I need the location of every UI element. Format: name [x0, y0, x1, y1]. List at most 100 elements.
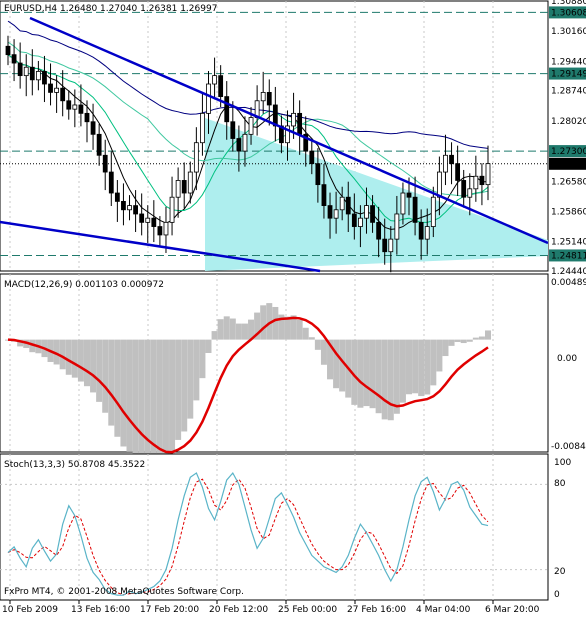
- candle-body: [90, 121, 96, 135]
- candle-body: [218, 75, 224, 97]
- macd-bar: [132, 339, 139, 457]
- macd-bar: [412, 339, 419, 394]
- macd-bar: [320, 339, 327, 365]
- macd-bar: [96, 339, 103, 402]
- candle-body: [358, 217, 363, 227]
- candle-body: [467, 188, 473, 198]
- candle-body: [96, 133, 102, 156]
- macd-bar: [260, 305, 267, 340]
- macd-bar: [223, 316, 230, 340]
- macd-bar: [162, 339, 169, 464]
- price-tag-bg: [549, 157, 586, 170]
- candle-body: [260, 91, 266, 102]
- macd-bar: [381, 339, 388, 420]
- stoch-panel-frame: [0, 453, 549, 601]
- macd-panel: MACD(12,26,9) 0.001103 0.000972 0.00489 0…: [0, 273, 586, 467]
- macd-bar: [90, 339, 97, 393]
- stoch-panel: Stoch(13,3,3) 50.8708 45.3522 100 80 20 …: [0, 453, 571, 601]
- price-axis-label: 1.26580: [551, 177, 586, 187]
- price-tag-bg: [549, 249, 586, 262]
- candle-body: [376, 221, 382, 240]
- macd-bar: [126, 339, 133, 452]
- candle-body: [29, 66, 35, 81]
- channel-line: [29, 16, 549, 245]
- candle-body: [430, 196, 436, 227]
- candle-body: [139, 213, 145, 223]
- candle-body: [485, 163, 491, 186]
- stoch-label-20: 20: [554, 567, 566, 577]
- macd-bar: [448, 339, 455, 346]
- price-axis-label: 1.28740: [551, 87, 586, 97]
- candle-body: [5, 45, 11, 56]
- candle-body: [169, 196, 175, 223]
- candle-body: [266, 91, 272, 106]
- price-tag-bg: [549, 6, 586, 19]
- price-axis-label: 1.30160: [551, 27, 586, 37]
- macd-bar: [229, 318, 236, 340]
- candle-body: [206, 83, 211, 114]
- candle-body: [11, 54, 17, 64]
- price-axis-label: 1.25860: [551, 207, 586, 217]
- candle-body: [321, 184, 327, 206]
- macd-bar: [156, 339, 163, 467]
- macd-bar: [284, 316, 291, 340]
- time-axis-label: 6 Mar 20:00: [485, 605, 540, 615]
- macd-bar: [296, 319, 303, 340]
- candle-body: [151, 217, 157, 227]
- candle-body: [315, 163, 321, 186]
- macd-label-zero: 0.00: [557, 354, 577, 364]
- macd-bar: [71, 339, 78, 378]
- macd-bar: [53, 339, 60, 365]
- channel-lines: [0, 16, 549, 273]
- candle-body: [224, 96, 230, 123]
- macd-bar: [418, 339, 425, 397]
- macd-bar: [339, 339, 346, 392]
- moving-average-line: [7, 41, 489, 197]
- macd-bar: [369, 339, 376, 409]
- candle-body: [157, 226, 163, 236]
- macd-header: MACD(12,26,9) 0.001103 0.000972: [4, 280, 164, 290]
- price-header: EURUSD,H4 1.26480 1.27040 1.26381 1.2699…: [4, 4, 217, 14]
- time-axis-label: 13 Feb 16:00: [71, 605, 130, 615]
- macd-bar: [424, 339, 431, 395]
- macd-bar: [272, 306, 279, 340]
- macd-bar: [393, 339, 400, 414]
- macd-label-bottom: -0.008484: [551, 442, 586, 452]
- time-axis: 10 Feb 2009 13 Feb 16:00 17 Feb 20:00 20 Fe…: [2, 600, 540, 615]
- candle-body: [66, 100, 72, 110]
- macd-bar: [114, 339, 121, 437]
- candle-body: [193, 142, 199, 173]
- macd-bar: [302, 327, 309, 340]
- macd-bar: [430, 339, 437, 386]
- candle-body: [114, 192, 120, 202]
- candle-body: [127, 205, 132, 211]
- macd-bar: [65, 339, 72, 375]
- candle-body: [412, 196, 418, 223]
- price-tag-label: 1.26997: [551, 160, 586, 170]
- time-axis-label: 10 Feb 2009: [2, 605, 58, 615]
- macd-bar: [102, 339, 109, 413]
- price-tag-bg: [549, 145, 586, 158]
- candle-body: [54, 87, 60, 93]
- price-tag-bg: [549, 67, 586, 80]
- channel-fill: [205, 118, 548, 271]
- macd-bar: [278, 314, 285, 340]
- macd-bar: [485, 330, 491, 340]
- candle-body: [23, 66, 29, 77]
- macd-bar: [387, 339, 394, 421]
- candle-body: [285, 125, 290, 144]
- candle-body: [121, 201, 126, 211]
- candle-body: [230, 121, 236, 139]
- candle-body: [388, 238, 394, 253]
- candle-body: [42, 71, 47, 85]
- candle-body: [84, 112, 90, 123]
- candle-body: [394, 213, 400, 240]
- stoch-label-100: 100: [554, 458, 571, 468]
- candle-body: [370, 205, 375, 223]
- moving-average-line: [7, 54, 489, 223]
- candle-body: [78, 104, 84, 114]
- time-axis-label: 17 Feb 20:00: [140, 605, 199, 615]
- candle-body: [60, 87, 66, 102]
- candle-body: [424, 226, 430, 240]
